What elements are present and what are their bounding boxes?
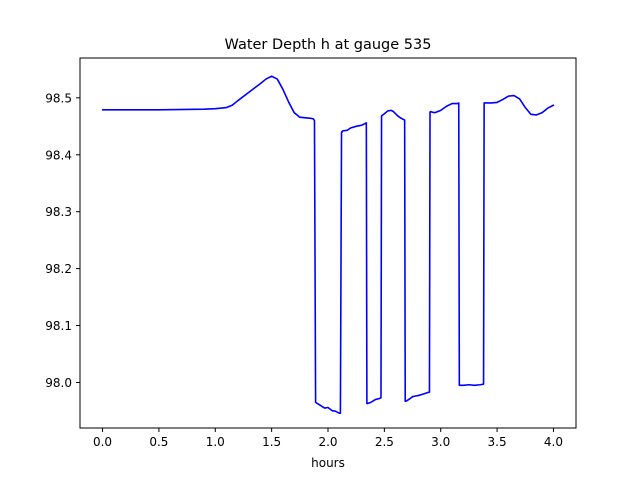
y-tick-label: 98.5 [45, 91, 72, 105]
y-axis: 98.0 98.1 98.2 98.3 98.4 98.5 [45, 91, 80, 390]
y-tick-label: 98.4 [45, 148, 72, 162]
x-tick-label: 3.5 [488, 435, 507, 449]
y-tick-label: 98.0 [45, 376, 72, 390]
chart-title: Water Depth h at gauge 535 [225, 37, 432, 53]
y-tick-label: 98.1 [45, 319, 72, 333]
series-line-1 [101, 75, 555, 414]
x-tick-label: 0.0 [93, 435, 112, 449]
x-tick-label: 1.0 [206, 435, 225, 449]
x-tick-label: 3.0 [431, 435, 450, 449]
x-axis: 0.0 0.5 1.0 1.5 2.0 2.5 3.0 3.5 4.0 [93, 428, 563, 449]
x-tick-label: 2.5 [375, 435, 394, 449]
x-tick-label: 0.5 [149, 435, 168, 449]
x-axis-label: hours [311, 456, 345, 470]
y-tick-label: 98.2 [45, 262, 72, 276]
x-tick-label: 2.0 [318, 435, 337, 449]
y-tick-label: 98.3 [45, 205, 72, 219]
x-tick-label: 1.5 [262, 435, 281, 449]
series-layer [101, 75, 555, 414]
x-tick-label: 4.0 [544, 435, 563, 449]
